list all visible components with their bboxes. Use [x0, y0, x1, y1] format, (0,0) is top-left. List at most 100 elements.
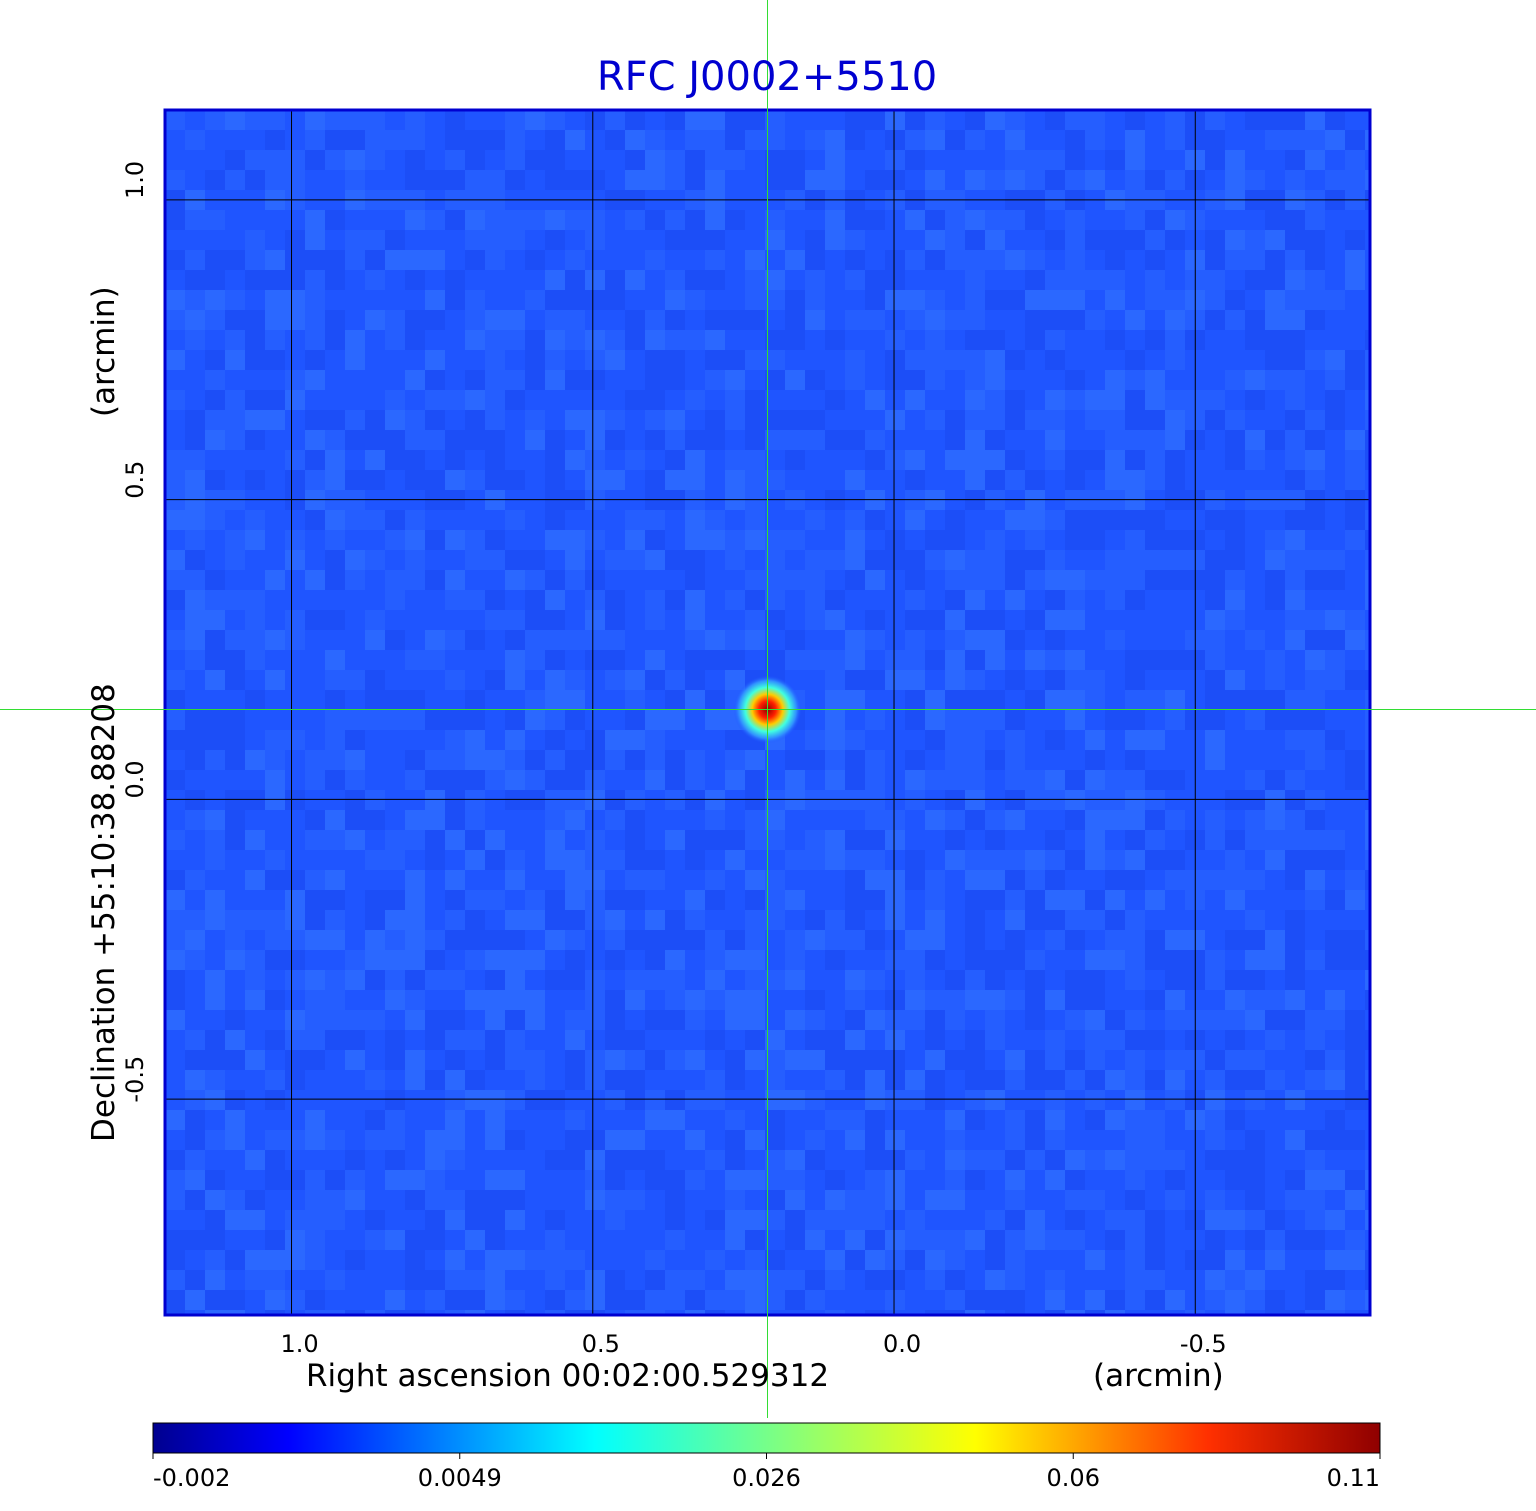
noise-pixel	[445, 630, 465, 650]
noise-pixel	[585, 610, 605, 630]
noise-pixel	[305, 350, 325, 370]
noise-pixel	[845, 1210, 865, 1230]
noise-pixel	[345, 670, 365, 690]
noise-pixel	[545, 1150, 565, 1170]
noise-pixel	[625, 1310, 645, 1315]
noise-pixel	[1125, 350, 1145, 370]
noise-pixel	[405, 250, 425, 270]
noise-pixel	[385, 130, 405, 150]
noise-pixel	[1125, 530, 1145, 550]
noise-pixel	[1105, 810, 1125, 830]
noise-pixel	[845, 1010, 865, 1030]
noise-pixel	[585, 630, 605, 650]
noise-pixel	[545, 1290, 565, 1310]
noise-pixel	[985, 330, 1005, 350]
noise-pixel	[825, 610, 845, 630]
noise-pixel	[1105, 550, 1125, 570]
noise-pixel	[705, 830, 725, 850]
noise-pixel	[645, 130, 665, 150]
noise-pixel	[285, 550, 305, 570]
noise-pixel	[465, 690, 485, 710]
noise-pixel	[705, 510, 725, 530]
noise-pixel	[1145, 830, 1165, 850]
noise-pixel	[1305, 790, 1325, 810]
noise-pixel	[925, 110, 945, 130]
noise-pixel	[1085, 1110, 1105, 1130]
noise-pixel	[1145, 170, 1165, 190]
noise-pixel	[965, 230, 985, 250]
noise-pixel	[485, 1110, 505, 1130]
noise-pixel	[1005, 210, 1025, 230]
noise-pixel	[205, 890, 225, 910]
noise-pixel	[205, 710, 225, 730]
noise-pixel	[545, 850, 565, 870]
noise-pixel	[1045, 730, 1065, 750]
noise-pixel	[305, 810, 325, 830]
noise-pixel	[805, 1010, 825, 1030]
y-tick-label: -0.5	[121, 1056, 149, 1103]
noise-pixel	[225, 810, 245, 830]
noise-pixel	[565, 550, 585, 570]
noise-pixel	[505, 1310, 525, 1315]
noise-pixel	[1345, 1090, 1365, 1110]
noise-pixel	[485, 930, 505, 950]
noise-pixel	[985, 1230, 1005, 1250]
noise-pixel	[505, 130, 525, 150]
noise-pixel	[1325, 390, 1345, 410]
noise-pixel	[1265, 430, 1285, 450]
noise-pixel	[805, 1050, 825, 1070]
noise-pixel	[625, 870, 645, 890]
noise-pixel	[965, 1170, 985, 1190]
noise-pixel	[705, 1310, 725, 1315]
noise-pixel	[1165, 290, 1185, 310]
noise-pixel	[485, 750, 505, 770]
noise-pixel	[425, 370, 445, 390]
noise-pixel	[1225, 370, 1245, 390]
noise-pixel	[1225, 290, 1245, 310]
noise-pixel	[1145, 1150, 1165, 1170]
noise-pixel	[585, 290, 605, 310]
noise-pixel	[1365, 450, 1370, 470]
noise-pixel	[565, 670, 585, 690]
noise-pixel	[265, 990, 285, 1010]
noise-pixel	[885, 110, 905, 130]
noise-pixel	[765, 650, 785, 670]
noise-pixel	[1265, 330, 1285, 350]
noise-pixel	[165, 990, 185, 1010]
noise-pixel	[365, 930, 385, 950]
noise-pixel	[1045, 1150, 1065, 1170]
noise-pixel	[1345, 1070, 1365, 1090]
noise-pixel	[1305, 570, 1325, 590]
noise-pixel	[925, 310, 945, 330]
noise-pixel	[985, 1270, 1005, 1290]
noise-pixel	[1225, 1150, 1245, 1170]
noise-pixel	[1245, 1170, 1265, 1190]
noise-pixel	[505, 1210, 525, 1230]
noise-pixel	[325, 970, 345, 990]
noise-pixel	[745, 470, 765, 490]
noise-pixel	[505, 870, 525, 890]
noise-pixel	[765, 150, 785, 170]
noise-pixel	[165, 870, 185, 890]
noise-pixel	[1045, 650, 1065, 670]
noise-pixel	[1245, 830, 1265, 850]
noise-pixel	[845, 510, 865, 530]
noise-pixel	[805, 230, 825, 250]
noise-pixel	[265, 270, 285, 290]
noise-pixel	[605, 730, 625, 750]
noise-pixel	[505, 570, 525, 590]
noise-pixel	[1105, 1230, 1125, 1250]
noise-pixel	[1265, 1030, 1285, 1050]
noise-pixel	[1345, 1250, 1365, 1270]
noise-pixel	[1365, 530, 1370, 550]
noise-pixel	[465, 210, 485, 230]
noise-pixel	[765, 1190, 785, 1210]
noise-pixel	[1125, 950, 1145, 970]
noise-pixel	[205, 590, 225, 610]
noise-pixel	[625, 510, 645, 530]
noise-pixel	[1005, 890, 1025, 910]
noise-pixel	[285, 1290, 305, 1310]
noise-pixel	[745, 1030, 765, 1050]
noise-pixel	[925, 330, 945, 350]
noise-pixel	[185, 1170, 205, 1190]
